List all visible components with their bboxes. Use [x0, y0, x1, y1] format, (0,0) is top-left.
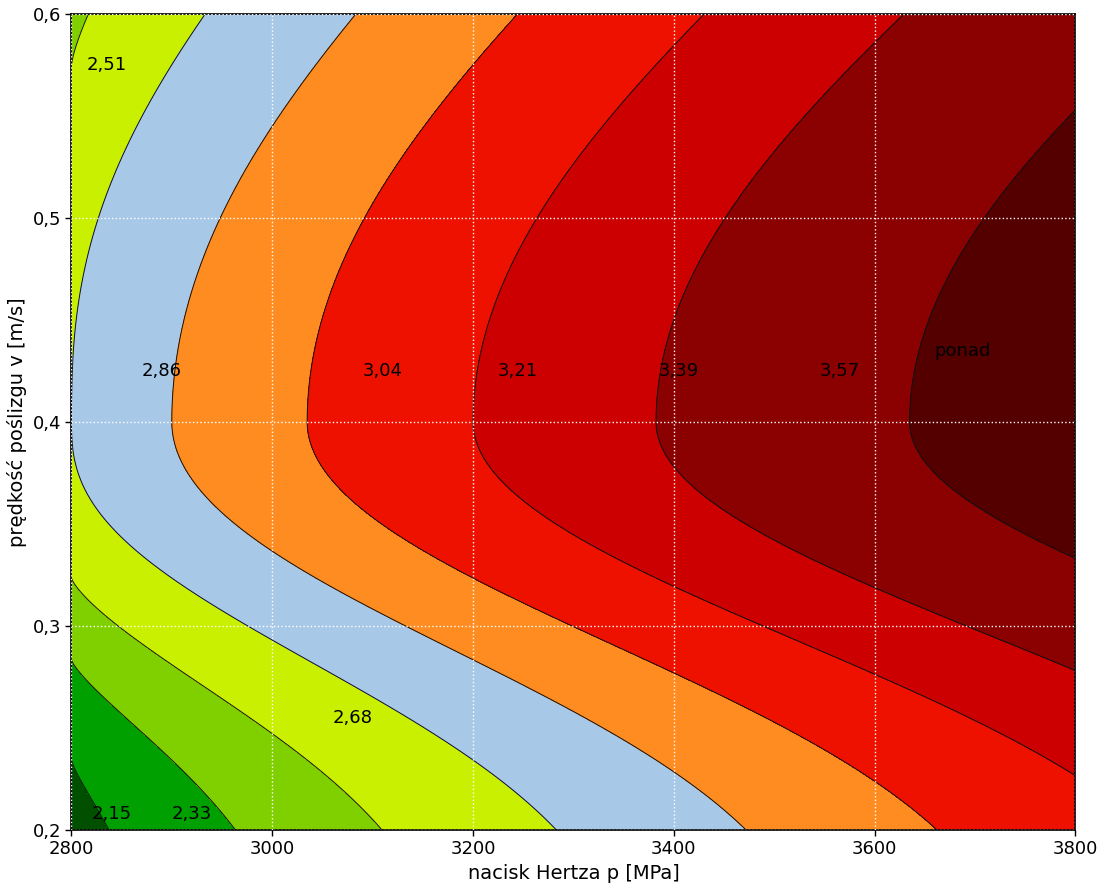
- Text: 3,39: 3,39: [659, 362, 699, 380]
- Text: 3,57: 3,57: [820, 362, 860, 380]
- Text: 2,68: 2,68: [333, 708, 372, 727]
- Text: 2,51: 2,51: [86, 56, 127, 74]
- Text: 2,15: 2,15: [92, 805, 131, 822]
- Text: ponad: ponad: [935, 342, 991, 360]
- Text: 2,86: 2,86: [141, 362, 181, 380]
- Text: 3,21: 3,21: [498, 362, 538, 380]
- Y-axis label: prędkość poślizgu v [m/s]: prędkość poślizgu v [m/s]: [7, 297, 27, 546]
- X-axis label: nacisk Hertza p [MPa]: nacisk Hertza p [MPa]: [467, 864, 680, 883]
- Text: 3,04: 3,04: [362, 362, 402, 380]
- Text: 2,33: 2,33: [171, 805, 212, 822]
